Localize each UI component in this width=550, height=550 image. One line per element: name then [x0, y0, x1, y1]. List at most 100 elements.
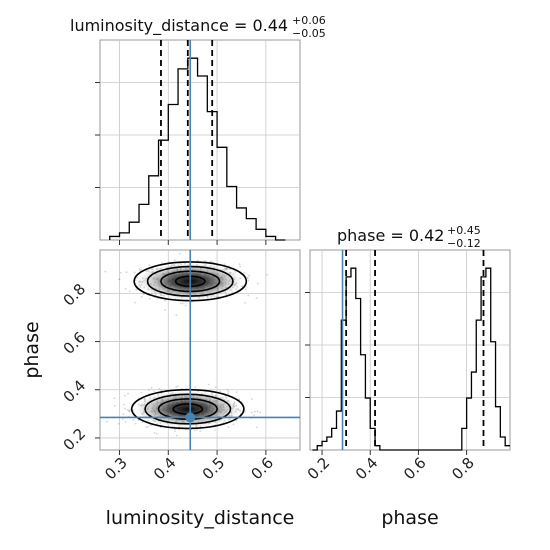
- scatter-point: [135, 288, 138, 291]
- scatter-point: [148, 389, 150, 391]
- x-axis-label-luminosity-distance: luminosity_distance: [106, 507, 295, 529]
- scatter-point: [160, 262, 163, 264]
- histogram-step: [312, 267, 510, 451]
- scatter-point: [244, 302, 247, 304]
- x-tick-label: 0.4: [150, 454, 180, 484]
- scatter-point: [179, 302, 182, 305]
- scatter-point: [138, 268, 141, 270]
- scatter-point: [158, 387, 161, 390]
- scatter-point: [223, 263, 226, 266]
- scatter-point: [250, 398, 253, 400]
- scatter-point: [137, 419, 140, 422]
- scatter-point: [175, 386, 178, 388]
- scatter-point: [143, 293, 145, 295]
- phase-title-plus: +0.45: [447, 224, 481, 237]
- scatter-point: [118, 278, 121, 281]
- scatter-point: [140, 296, 143, 298]
- x-tick-labels: 0.3 0.4 0.5 0.6: [101, 454, 277, 484]
- scatter-point: [256, 410, 259, 413]
- scatter-point: [155, 432, 158, 435]
- scatter-point: [122, 413, 125, 415]
- y-tick-label: 0.2: [60, 425, 90, 455]
- scatter-point: [232, 423, 235, 426]
- scatter-point: [227, 392, 230, 395]
- scatter-point: [266, 273, 269, 276]
- scatter-point: [214, 429, 216, 431]
- ticks: [305, 292, 468, 455]
- scatter-point: [199, 430, 202, 432]
- ld-title: luminosity_distance = 0.44: [70, 16, 288, 36]
- scatter-point: [238, 398, 241, 400]
- scatter-point: [132, 419, 135, 421]
- x-tick-label: 0.5: [199, 454, 229, 484]
- scatter-point: [164, 299, 166, 302]
- scatter-point: [124, 407, 126, 410]
- scatter-point: [226, 388, 229, 391]
- scatter-point: [150, 387, 153, 389]
- scatter-point: [123, 403, 125, 406]
- scatter-point: [164, 309, 167, 311]
- x-tick-label: 0.8: [448, 454, 478, 484]
- scatter-point: [178, 252, 181, 255]
- scatter-point: [248, 274, 250, 277]
- scatter-point: [104, 270, 107, 273]
- quantile-lines: [160, 40, 214, 240]
- scatter-point: [119, 271, 122, 274]
- scatter-point: [122, 418, 124, 420]
- scatter-point: [255, 297, 258, 299]
- phase-title-minus: −0.12: [447, 237, 481, 250]
- scatter-point: [173, 259, 176, 262]
- scatter-point: [146, 425, 149, 428]
- scatter-point: [123, 394, 126, 397]
- scatter-point: [176, 385, 179, 388]
- x-tick-label: 0.2: [304, 454, 334, 484]
- hist-phase-panel: 0.2 0.4 0.6 0.8 phase = 0.42 +0.45 −0.12: [304, 224, 511, 484]
- contour-level-3: [144, 393, 232, 425]
- hist-luminosity-distance-panel: luminosity_distance = 0.44 +0.06 −0.05: [70, 14, 326, 245]
- scatter-point: [133, 271, 136, 274]
- scatter-point: [145, 426, 148, 429]
- scatter-point: [247, 279, 250, 282]
- scatter-point: [95, 407, 97, 409]
- scatter-point: [196, 429, 198, 431]
- x-tick-label: 0.3: [101, 454, 131, 484]
- scatter-point: [148, 264, 151, 266]
- scatter-point: [113, 404, 116, 407]
- scatter-point: [175, 314, 178, 317]
- scatter-point: [128, 290, 131, 293]
- scatter-point: [244, 411, 246, 413]
- scatter-point: [203, 260, 206, 263]
- scatter-point: [153, 390, 156, 393]
- scatter-point: [194, 429, 196, 432]
- panel-frame: [99, 39, 301, 241]
- scatter-point: [235, 419, 238, 422]
- contour-level-4: [130, 388, 245, 430]
- scatter-point: [257, 282, 259, 285]
- scatter-point: [125, 271, 128, 274]
- grid: [100, 40, 300, 240]
- scatter-point: [106, 420, 108, 423]
- scatter-point: [127, 392, 129, 395]
- scatter-point: [219, 390, 222, 393]
- panel-frame: [99, 249, 301, 451]
- scatter-point: [134, 301, 136, 304]
- x-tick-label: 0.4: [352, 454, 382, 484]
- scatter-point: [141, 421, 144, 424]
- truth-marker: [185, 412, 196, 423]
- scatter-point: [247, 294, 250, 297]
- y-tick-label: 0.6: [60, 328, 90, 358]
- scatter-point: [214, 386, 217, 388]
- ld-title-plus: +0.06: [292, 14, 326, 27]
- scatter-point: [140, 268, 143, 271]
- scatter-point: [254, 410, 256, 413]
- scatter-point: [148, 297, 151, 300]
- density-blob: [134, 390, 242, 428]
- ticks: [95, 292, 267, 455]
- scatter-point: [250, 411, 253, 414]
- x-axis-label-phase: phase: [381, 507, 438, 529]
- ld-title-minus: −0.05: [292, 27, 326, 40]
- scatter-point: [149, 424, 152, 426]
- panel-frame: [309, 249, 511, 451]
- scatter-point: [243, 272, 246, 274]
